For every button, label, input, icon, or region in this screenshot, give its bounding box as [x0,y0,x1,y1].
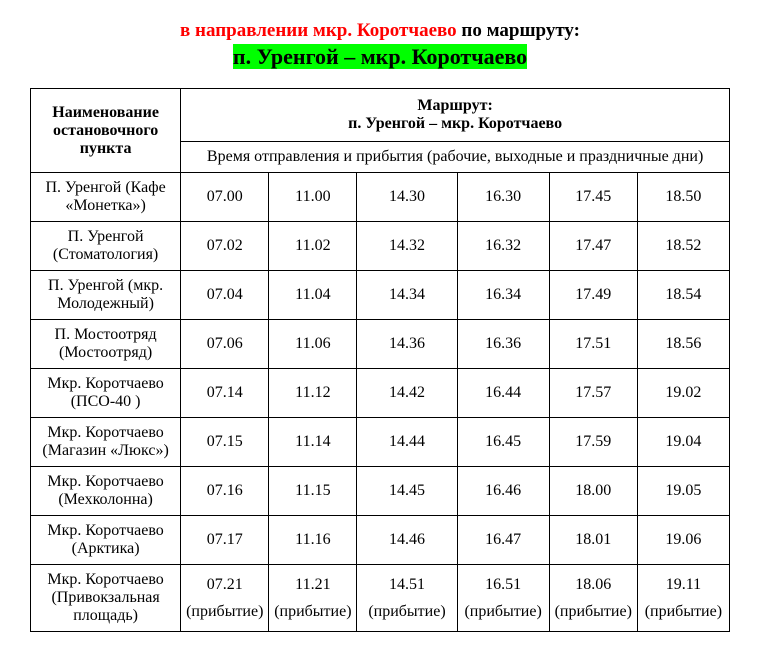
time-cell: 16.45 [457,418,549,467]
time-cell: 11.16 [269,516,357,565]
time-cell: 14.32 [357,222,457,271]
time-cell: 17.49 [549,271,637,320]
time-cell: 14.51 (прибытие) [357,565,457,632]
time-cell: 19.05 [637,467,729,516]
time-cell: 14.30 [357,173,457,222]
time-cell: 14.42 [357,369,457,418]
stop-name-cell: П. Уренгой (Стоматология) [31,222,181,271]
time-cell: 11.21 (прибытие) [269,565,357,632]
time-cell: 18.50 [637,173,729,222]
time-cell: 07.04 [181,271,269,320]
time-cell: 17.59 [549,418,637,467]
route-header-line2: п. Уренгой – мкр. Коротчаево [185,115,725,133]
table-body: П. Уренгой (Кафе «Монетка»)07.0011.0014.… [31,173,730,632]
time-cell: 18.54 [637,271,729,320]
time-cell: 16.47 [457,516,549,565]
time-cell: 16.32 [457,222,549,271]
time-cell: 11.14 [269,418,357,467]
route-header: Маршрут: п. Уренгой – мкр. Коротчаево [181,89,730,142]
stop-name-cell: П. Мостоотряд (Мостоотряд) [31,320,181,369]
header-line-2: п. Уренгой – мкр. Коротчаево [30,44,730,70]
time-cell: 19.11 (прибытие) [637,565,729,632]
time-cell: 16.34 [457,271,549,320]
stop-name-cell: Мкр. Коротчаево (Магазин «Люкс») [31,418,181,467]
table-row: Мкр. Коротчаево (Мехколонна)07.1611.1514… [31,467,730,516]
time-cell: 17.47 [549,222,637,271]
time-cell: 07.14 [181,369,269,418]
time-cell: 18.52 [637,222,729,271]
time-cell: 07.16 [181,467,269,516]
time-cell: 19.02 [637,369,729,418]
table-row: П. Мостоотряд (Мостоотряд)07.0611.0614.3… [31,320,730,369]
header-highlight-text: п. Уренгой – мкр. Коротчаево [233,44,527,69]
header-red-text: в направлении мкр. Коротчаево [180,20,457,41]
stop-header: Наименование остановочного пункта [31,89,181,173]
page-header: в направлении мкр. Коротчаево по маршрут… [30,20,730,70]
time-cell: 18.06 (прибытие) [549,565,637,632]
time-cell: 14.45 [357,467,457,516]
header-black-text: по маршруту: [457,20,580,41]
table-row: П. Уренгой (мкр. Молодежный)07.0411.0414… [31,271,730,320]
time-cell: 11.04 [269,271,357,320]
time-cell: 19.04 [637,418,729,467]
time-cell: 18.56 [637,320,729,369]
time-cell: 17.57 [549,369,637,418]
time-cell: 07.02 [181,222,269,271]
stop-name-cell: Мкр. Коротчаево (ПСО-40 ) [31,369,181,418]
table-header-row-1: Наименование остановочного пункта Маршру… [31,89,730,142]
time-cell: 16.51 (прибытие) [457,565,549,632]
schedule-table: Наименование остановочного пункта Маршру… [30,88,730,632]
header-line-1: в направлении мкр. Коротчаево по маршрут… [30,20,730,42]
stop-name-cell: Мкр. Коротчаево (Арктика) [31,516,181,565]
stop-name-cell: П. Уренгой (мкр. Молодежный) [31,271,181,320]
time-cell: 11.06 [269,320,357,369]
stop-name-cell: П. Уренгой (Кафе «Монетка») [31,173,181,222]
time-cell: 16.30 [457,173,549,222]
time-cell: 07.06 [181,320,269,369]
table-row: П. Уренгой (Кафе «Монетка»)07.0011.0014.… [31,173,730,222]
stop-name-cell: Мкр. Коротчаево (Привокзальная площадь) [31,565,181,632]
time-cell: 14.44 [357,418,457,467]
time-cell: 14.34 [357,271,457,320]
time-cell: 07.15 [181,418,269,467]
table-row: Мкр. Коротчаево (Арктика)07.1711.1614.46… [31,516,730,565]
time-cell: 16.46 [457,467,549,516]
time-cell: 19.06 [637,516,729,565]
time-cell: 07.21 (прибытие) [181,565,269,632]
time-cell: 11.02 [269,222,357,271]
table-row: Мкр. Коротчаево (Магазин «Люкс»)07.1511.… [31,418,730,467]
time-cell: 11.15 [269,467,357,516]
table-row: Мкр. Коротчаево (ПСО-40 )07.1411.1214.42… [31,369,730,418]
time-cell: 16.36 [457,320,549,369]
table-row: Мкр. Коротчаево (Привокзальная площадь)0… [31,565,730,632]
time-subheader: Время отправления и прибытия (рабочие, в… [181,142,730,173]
time-cell: 16.44 [457,369,549,418]
time-cell: 11.00 [269,173,357,222]
time-cell: 17.45 [549,173,637,222]
time-cell: 11.12 [269,369,357,418]
time-cell: 07.17 [181,516,269,565]
stop-name-cell: Мкр. Коротчаево (Мехколонна) [31,467,181,516]
time-cell: 07.00 [181,173,269,222]
time-cell: 14.46 [357,516,457,565]
route-header-line1: Маршрут: [185,97,725,115]
table-row: П. Уренгой (Стоматология)07.0211.0214.32… [31,222,730,271]
time-cell: 17.51 [549,320,637,369]
time-cell: 18.01 [549,516,637,565]
time-cell: 18.00 [549,467,637,516]
time-cell: 14.36 [357,320,457,369]
